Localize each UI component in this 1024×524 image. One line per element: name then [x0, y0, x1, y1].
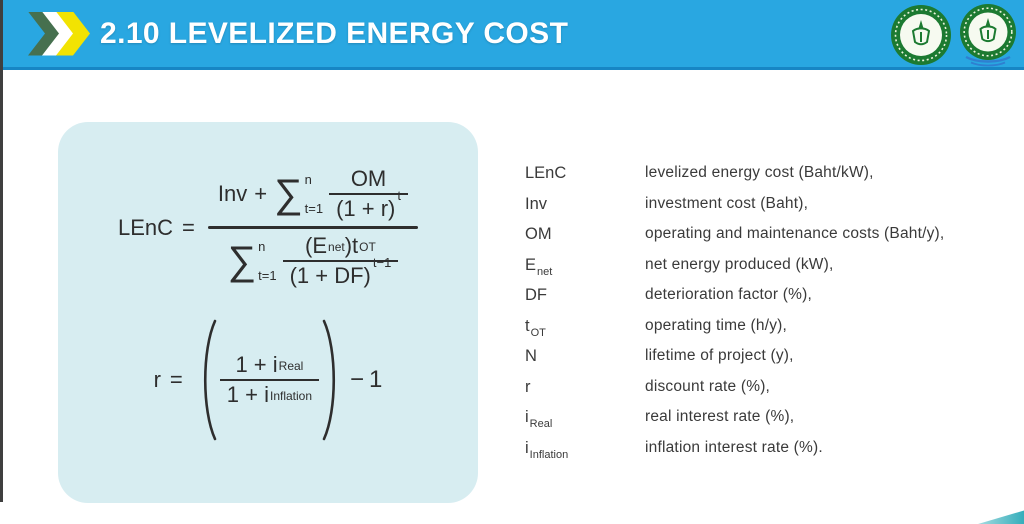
fraction-bar — [329, 193, 408, 195]
definition-symbol: Inv — [525, 194, 548, 213]
discount-base: (1 + r) — [336, 196, 396, 221]
lenc-numerator: Inv + ∑ n t=1 OM (1 + r) t — [208, 162, 418, 226]
one-term: 1 — [369, 366, 383, 393]
lenc-symbol: LEnC — [118, 214, 174, 240]
real-interest-term: 1 + i — [235, 352, 278, 377]
sum-upper-limit: n — [258, 239, 266, 254]
definition-description: real interest rate (%), — [645, 408, 795, 425]
slide-header: 2.10 LEVELIZED ENERGY COST — [0, 0, 1024, 70]
time-term: )t — [344, 233, 359, 258]
discount-rate-formula: r = 1 + i Real 1 + i Inflation − 1 — [154, 317, 383, 443]
chevrons-decoration — [28, 11, 90, 56]
energy-subscript: net — [328, 240, 345, 254]
definition-symbol: N — [525, 347, 537, 365]
equals-sign: = — [169, 367, 183, 392]
definition-symbol: LEnC — [525, 164, 567, 182]
definition-symbol: iInflation — [525, 438, 569, 461]
fraction-bar — [282, 260, 399, 262]
summation-icon: ∑ n t=1 — [274, 172, 324, 216]
plus-sign: + — [254, 181, 268, 206]
main-fraction-bar — [207, 226, 418, 229]
minus-sign: − — [350, 366, 365, 393]
sum-upper-limit: n — [304, 172, 312, 187]
formula-panel: LEnC = Inv + ∑ n t=1 OM (1 + r) — [58, 122, 478, 503]
definition-row: LEnC levelized energy cost (Baht/kW), — [525, 164, 944, 184]
definition-description: investment cost (Baht), — [645, 194, 809, 212]
definition-row: tOT operating time (h/y), — [525, 316, 944, 339]
om-fraction: OM (1 + r) t — [329, 165, 408, 223]
definition-row: N lifetime of project (y), — [525, 347, 944, 367]
definition-row: r discount rate (%), — [525, 378, 944, 398]
equals-sign: = — [182, 214, 195, 240]
definition-symbol: DF — [525, 286, 547, 304]
definition-symbol: r — [525, 377, 531, 396]
definition-symbol: OM — [525, 225, 552, 243]
r-formula-lhs: r = — [154, 367, 183, 393]
definition-symbol: Enet — [525, 255, 553, 278]
fraction-bar — [219, 379, 320, 381]
definition-description: inflation interest rate (%). — [645, 438, 823, 456]
definition-row: iInflation inflation interest rate (%). — [525, 438, 944, 461]
right-parenthesis-icon — [322, 319, 336, 441]
definition-description: operating time (h/y), — [645, 316, 788, 334]
om-term: OM — [350, 166, 387, 191]
definition-row: OM operating and maintenance costs (Baht… — [525, 225, 944, 245]
definitions-list: LEnC levelized energy cost (Baht/kW), In… — [525, 164, 944, 461]
lenc-formula-lhs: LEnC = — [118, 215, 195, 241]
definition-description: discount rate (%), — [645, 377, 771, 395]
exponent-t: t — [397, 188, 401, 203]
real-subscript: Real — [278, 359, 304, 373]
r-symbol: r — [153, 367, 161, 392]
lenc-main-fraction: Inv + ∑ n t=1 OM (1 + r) t — [207, 162, 418, 293]
summation-icon: ∑ n t=1 — [227, 239, 277, 283]
definition-row: DF deterioration factor (%), — [525, 286, 944, 306]
definition-description: lifetime of project (y), — [645, 347, 794, 364]
sum-lower-limit: t=1 — [304, 201, 324, 216]
definition-symbol: iReal — [525, 408, 553, 430]
energy-fraction: (E net )t OT (1 + DF) t−1 — [282, 232, 399, 290]
inv-term: Inv — [217, 181, 248, 206]
energy-term: (E — [305, 233, 328, 258]
university-seal-icon — [891, 5, 951, 65]
definition-row: iReal real interest rate (%), — [525, 408, 944, 430]
definition-row: Inv investment cost (Baht), — [525, 195, 944, 215]
definition-row: Enet net energy produced (kW), — [525, 255, 944, 278]
definition-description: net energy produced (kW), — [645, 255, 834, 273]
inflation-subscript: Inflation — [269, 389, 313, 403]
lenc-formula: LEnC = Inv + ∑ n t=1 OM (1 + r) — [118, 162, 418, 293]
logos — [890, 3, 1019, 67]
definition-symbol: tOT — [525, 316, 546, 339]
definition-description: deterioration factor (%), — [645, 286, 812, 303]
exponent-t-minus-1: t−1 — [372, 255, 392, 270]
inflation-interest-term: 1 + i — [226, 382, 269, 407]
lenc-denominator: ∑ n t=1 (E net )t OT (1 + DF) — [218, 229, 409, 293]
time-subscript: OT — [359, 240, 376, 254]
left-parenthesis-icon — [203, 319, 217, 441]
definition-description: operating and maintenance costs (Baht/y)… — [645, 225, 945, 242]
slide-title: 2.10 LEVELIZED ENERGY COST — [100, 16, 569, 50]
university-seal-icon — [960, 4, 1016, 67]
deterioration-base: (1 + DF) — [289, 263, 371, 288]
corner-swoosh-decoration — [978, 510, 1024, 524]
interest-fraction: 1 + i Real 1 + i Inflation — [219, 351, 320, 409]
sum-lower-limit: t=1 — [258, 268, 277, 283]
slide-left-edge — [0, 0, 3, 502]
definition-description: levelized energy cost (Baht/kW), — [645, 164, 874, 181]
